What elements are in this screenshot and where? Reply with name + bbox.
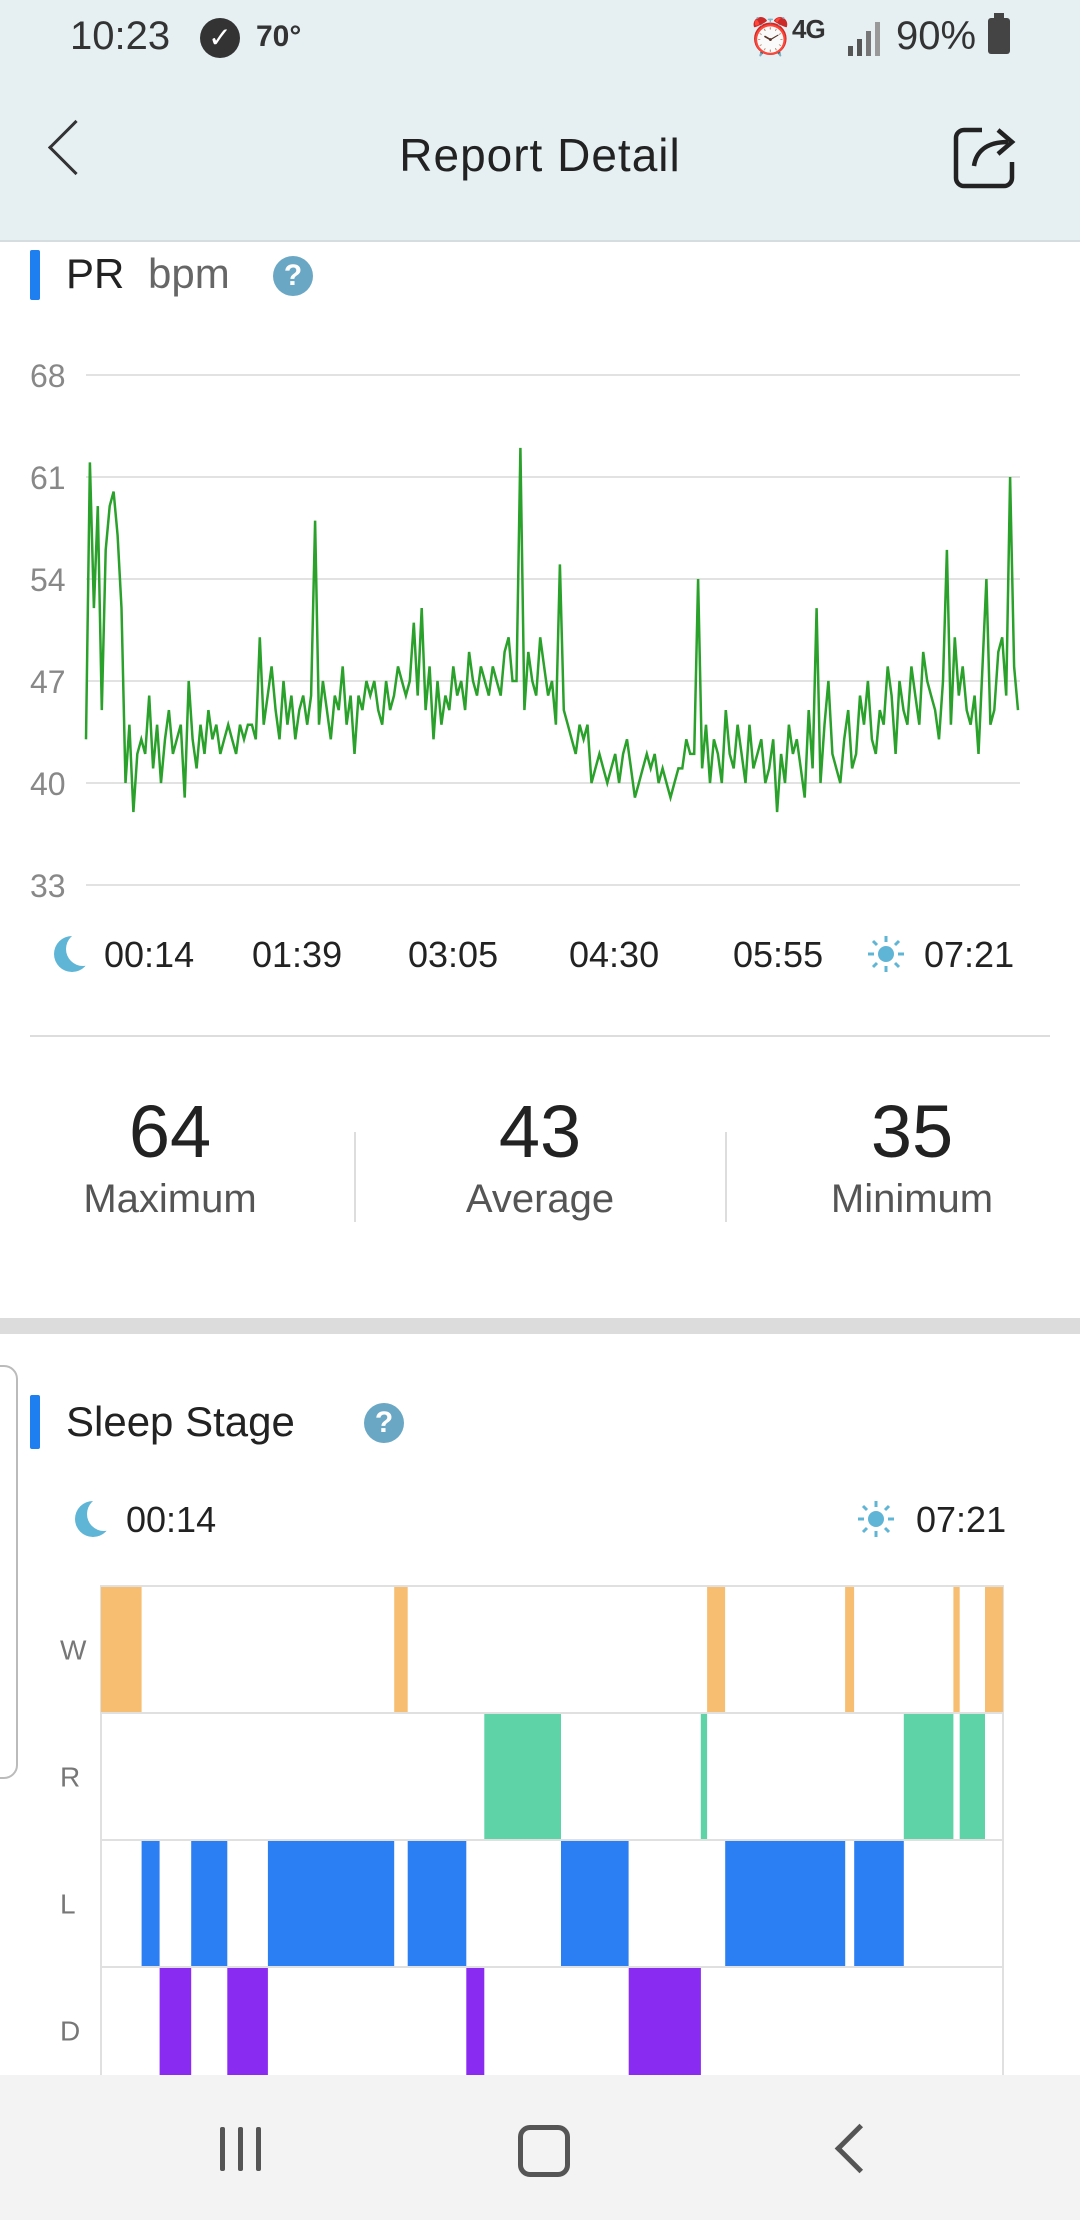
pr-ytick-label: 40: [30, 766, 66, 802]
alarm-icon: ⏰: [748, 16, 793, 57]
sleep-segment-l: [141, 1841, 160, 1966]
pr-xtick-1: 01:39: [252, 934, 343, 975]
stat-maximum: 64 Maximum: [0, 1090, 340, 1224]
stat-divider: [354, 1132, 356, 1222]
pr-xtick-3: 04:30: [569, 934, 660, 975]
sleep-segment-l: [561, 1841, 629, 1966]
pr-ytick-label: 61: [30, 460, 66, 496]
sleep-segment-r: [959, 1714, 985, 1839]
pr-unit: bpm: [148, 250, 230, 297]
sleep-start-time: 00:14: [126, 1499, 217, 1540]
page-title: Report Detail: [399, 129, 681, 181]
sleep-stage-label: D: [60, 2016, 80, 2047]
section-separator: [0, 1318, 1080, 1334]
system-nav-bar: [0, 2075, 1080, 2220]
pr-chart: 68 61 54 47 40 33: [30, 358, 1020, 904]
sleep-segment-w: [394, 1587, 408, 1712]
sleep-segment-w: [845, 1587, 855, 1712]
sleep-segment-w: [985, 1587, 1003, 1712]
pr-ytick-label: 54: [30, 562, 66, 598]
signal-icon: [848, 22, 880, 56]
system-back-button[interactable]: [834, 2123, 885, 2174]
sleep-title: Sleep Stage: [66, 1398, 295, 1445]
pr-xtick-0: 00:14: [104, 934, 195, 975]
sleep-segment-r: [700, 1714, 708, 1839]
pr-xtick-2: 03:05: [408, 934, 499, 975]
sleep-help-icon[interactable]: ?: [364, 1403, 404, 1443]
pr-stats: 64 Maximum 43 Average 35 Minimum: [0, 1090, 1080, 1250]
sun-icon: [858, 1501, 894, 1537]
sleep-stage-chart: W R L D: [60, 1585, 1004, 2095]
sleep-stage-label: R: [60, 1762, 80, 1793]
pr-xtick-4: 05:55: [733, 934, 824, 975]
stat-max-value: 64: [128, 1090, 212, 1173]
recent-apps-button[interactable]: [218, 2127, 266, 2171]
sleep-row-l: [100, 1839, 1004, 1968]
sleep-segment-w: [953, 1587, 960, 1712]
sleep-segment-l: [854, 1841, 904, 1966]
sleep-segment-r: [903, 1714, 954, 1839]
status-bar: 10:23 ✓ 70° ⏰ 4G 90%: [0, 0, 1080, 72]
stat-max-label: Maximum: [83, 1177, 257, 1221]
pr-series-line: [84, 447, 1020, 813]
sleep-segment-w: [707, 1587, 726, 1712]
battery-percent: 90%: [896, 14, 977, 58]
sleep-stage-label: L: [60, 1889, 76, 1920]
divider: [30, 1035, 1050, 1037]
pr-title: PR: [66, 250, 125, 297]
stat-min-label: Minimum: [830, 1177, 994, 1221]
pr-section-accent: [30, 250, 40, 300]
pr-ytick-label: 33: [30, 868, 66, 904]
stat-minimum: 35 Minimum: [742, 1090, 1080, 1224]
stat-divider: [725, 1132, 727, 1222]
moon-icon: [75, 1497, 121, 1537]
sleep-section-accent: [30, 1395, 40, 1449]
sleep-segment-r: [484, 1714, 561, 1839]
pr-xtick-5: 07:21: [924, 934, 1015, 975]
sleep-end-time: 07:21: [916, 1499, 1007, 1540]
status-time: 10:23: [70, 14, 171, 58]
side-panel-handle[interactable]: [0, 1365, 18, 1779]
check-icon: ✓: [200, 18, 240, 58]
stat-avg-value: 43: [498, 1090, 582, 1173]
home-button[interactable]: [518, 2125, 570, 2177]
sleep-row-w: [100, 1585, 1004, 1714]
stat-min-value: 35: [870, 1090, 954, 1173]
sleep-segment-d: [159, 1968, 192, 2093]
stat-average: 43 Average: [370, 1090, 710, 1224]
sleep-segment-d: [227, 1968, 268, 2093]
pr-ytick-label: 47: [30, 664, 66, 700]
sleep-segment-l: [407, 1841, 467, 1966]
status-temperature: 70°: [256, 20, 302, 53]
pr-help-icon[interactable]: ?: [273, 256, 313, 296]
sleep-segment-d: [628, 1968, 701, 2093]
sleep-segment-l: [267, 1841, 395, 1966]
sleep-segment-w: [101, 1587, 142, 1712]
pr-ytick-label: 68: [30, 358, 66, 394]
moon-icon: [54, 932, 100, 972]
share-icon[interactable]: [952, 122, 1020, 190]
battery-icon: [988, 13, 1010, 54]
top-bar: 10:23 ✓ 70° ⏰ 4G 90% Report Detail: [0, 0, 1080, 242]
sleep-stage-label: W: [60, 1635, 87, 1666]
sleep-segment-d: [466, 1968, 485, 2093]
stat-avg-label: Average: [465, 1177, 615, 1221]
sun-icon: [868, 936, 904, 972]
sleep-segment-l: [725, 1841, 846, 1966]
sleep-segment-l: [191, 1841, 228, 1966]
network-indicator: 4G: [792, 14, 826, 44]
